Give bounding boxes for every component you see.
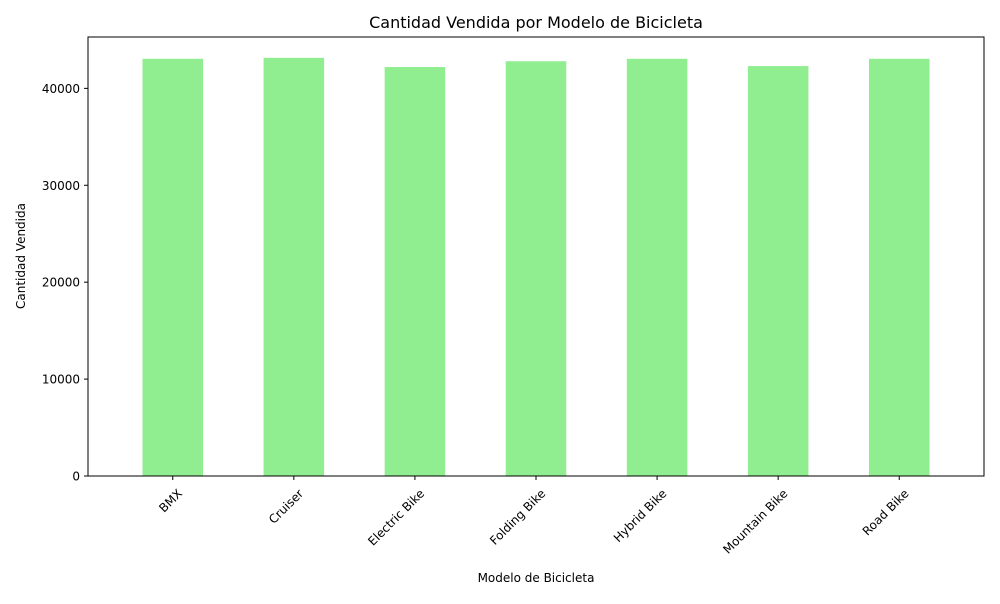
x-tick-label: BMX	[156, 486, 185, 515]
y-tick-label: 20000	[42, 276, 80, 290]
y-axis-label: Cantidad Vendida	[14, 203, 28, 309]
bar-bmx	[142, 58, 204, 477]
x-tick-label: Hybrid Bike	[611, 486, 670, 545]
x-tick-label: Electric Bike	[365, 486, 427, 548]
y-tick-label: 10000	[42, 373, 80, 387]
x-axis-label: Modelo de Bicicleta	[478, 571, 595, 585]
bar-hybrid-bike	[626, 58, 688, 477]
chart-title: Cantidad Vendida por Modelo de Bicicleta	[369, 13, 703, 32]
x-tick-label: Road Bike	[860, 486, 912, 538]
bar-cruiser	[263, 57, 325, 477]
x-ticks: BMX Cruiser Electric Bike Folding Bike Hybri…	[156, 476, 912, 557]
x-tick-label: Mountain Bike	[720, 486, 790, 556]
bar-folding-bike	[505, 61, 567, 476]
y-ticks: 0 10000 20000 30000 40000	[42, 82, 88, 484]
y-tick-label: 30000	[42, 179, 80, 193]
y-tick-label: 40000	[42, 82, 80, 96]
bars-layer	[142, 57, 930, 477]
y-tick-label: 0	[72, 470, 80, 484]
x-tick-label: Folding Bike	[487, 486, 548, 547]
bar-electric-bike	[384, 67, 446, 476]
x-tick-label: Cruiser	[266, 486, 306, 526]
bar-mountain-bike	[747, 66, 809, 476]
bar-road-bike	[868, 58, 930, 477]
